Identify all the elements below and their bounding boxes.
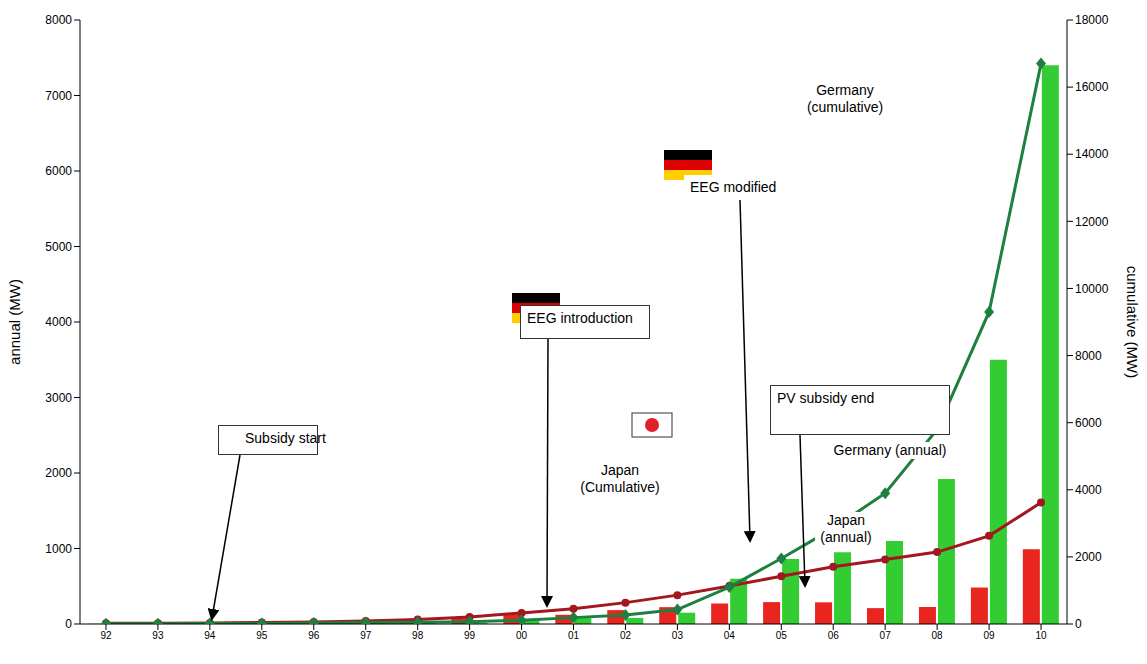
svg-text:95: 95 [256, 630, 268, 641]
svg-text:0: 0 [1075, 617, 1082, 631]
svg-text:06: 06 [828, 630, 840, 641]
svg-text:07: 07 [880, 630, 892, 641]
svg-text:96: 96 [308, 630, 320, 641]
svg-text:16000: 16000 [1075, 80, 1109, 94]
svg-text:0: 0 [65, 617, 72, 631]
svg-text:94: 94 [204, 630, 216, 641]
svg-text:97: 97 [360, 630, 372, 641]
svg-text:02: 02 [620, 630, 632, 641]
svg-text:1000: 1000 [45, 542, 72, 556]
svg-text:04: 04 [724, 630, 736, 641]
svg-text:09: 09 [984, 630, 996, 641]
svg-text:6000: 6000 [45, 164, 72, 178]
svg-text:08: 08 [932, 630, 944, 641]
svg-text:10: 10 [1035, 630, 1047, 641]
html-text:Germany (annual): Germany (annual) [833, 442, 947, 458]
svg-text:2000: 2000 [45, 466, 72, 480]
svg-text:01: 01 [568, 630, 580, 641]
html-text:Japan (annual): Japan (annual) [820, 512, 872, 545]
svg-text:93: 93 [152, 630, 164, 641]
html-text:Subsidy start: Subsidy start [245, 430, 326, 446]
svg-text:8000: 8000 [1075, 349, 1102, 363]
svg-text:4000: 4000 [45, 315, 72, 329]
svg-text:6000: 6000 [1075, 416, 1102, 430]
svg-text:8000: 8000 [45, 13, 72, 27]
svg-text:7000: 7000 [45, 89, 72, 103]
html-text:EEG introduction: EEG introduction [527, 310, 633, 326]
svg-text:10000: 10000 [1075, 282, 1109, 296]
svg-text:5000: 5000 [45, 240, 72, 254]
svg-text:98: 98 [412, 630, 424, 641]
svg-text:12000: 12000 [1075, 215, 1109, 229]
svg-text:3000: 3000 [45, 391, 72, 405]
html-text:PV subsidy end: PV subsidy end [777, 390, 875, 406]
svg-text:92: 92 [100, 630, 112, 641]
html-text:Japan (Cumulative): Japan (Cumulative) [580, 462, 660, 495]
svg-text:03: 03 [672, 630, 684, 641]
svg-text:cumulative (MW): cumulative (MW) [1124, 266, 1141, 379]
svg-text:05: 05 [776, 630, 788, 641]
html-text:EEG modified: EEG modified [690, 179, 777, 195]
svg-text:2000: 2000 [1075, 550, 1102, 564]
svg-text:14000: 14000 [1075, 147, 1109, 161]
html-text:Germany (cumulative): Germany (cumulative) [806, 82, 884, 115]
svg-text:00: 00 [516, 630, 528, 641]
svg-text:18000: 18000 [1075, 13, 1109, 27]
svg-text:4000: 4000 [1075, 483, 1102, 497]
svg-text:99: 99 [464, 630, 476, 641]
svg-text:annual (MW): annual (MW) [6, 279, 23, 365]
